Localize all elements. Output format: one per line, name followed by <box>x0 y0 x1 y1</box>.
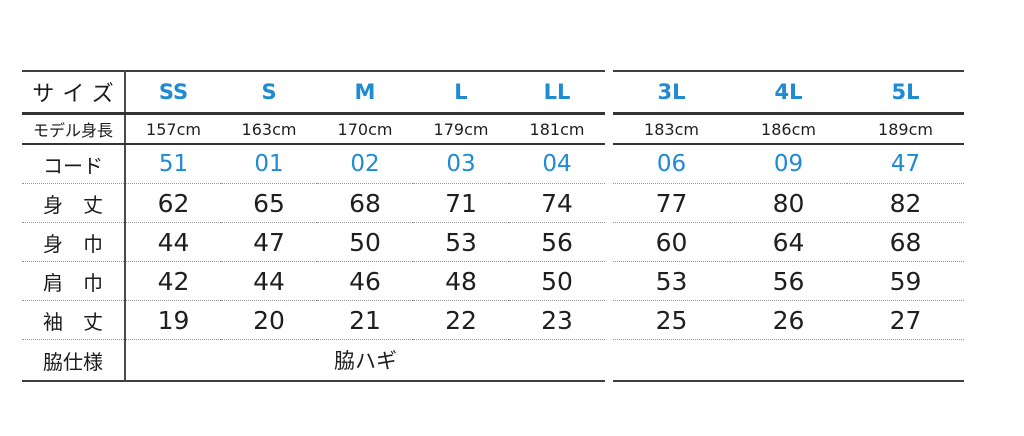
measurement-cell: 62 <box>125 183 221 223</box>
row-shoulder-width: 肩 巾 42 44 46 48 50 <box>22 261 605 301</box>
row-sleeve-length: 袖 丈 19 20 21 22 23 <box>22 300 605 340</box>
row-side-spec: 脇仕様 脇ハギ <box>22 339 605 381</box>
row-sleeve-length: 25 26 27 <box>613 300 964 340</box>
row-label-shoulder-width: 肩 巾 <box>22 261 126 301</box>
code-cell: 47 <box>847 144 964 184</box>
size-header-cell: L <box>413 71 509 115</box>
row-body-width: 身 巾 44 47 50 53 56 <box>22 222 605 262</box>
measurement-cell: 68 <box>317 183 413 223</box>
measurement-cell: 23 <box>509 300 605 340</box>
row-label-code: コード <box>22 144 126 184</box>
measurement-cell: 80 <box>730 183 847 223</box>
measurement-cell: 46 <box>317 261 413 301</box>
row-model-height: モデル身長 157cm 163cm 170cm 179cm 181cm <box>22 113 605 145</box>
size-table-large: 3L 4L 5L 183cm 186cm 189cm 06 09 47 77 8… <box>613 70 964 382</box>
measurement-cell: 65 <box>221 183 317 223</box>
row-size: サイズ SS S M L LL <box>22 71 605 115</box>
measurement-cell: 44 <box>125 222 221 262</box>
row-label-sleeve-length: 袖 丈 <box>22 300 126 340</box>
measurement-cell: 44 <box>221 261 317 301</box>
measurement-cell: 64 <box>730 222 847 262</box>
measurement-cell: 82 <box>847 183 964 223</box>
size-header-cell: SS <box>125 71 221 115</box>
measurement-cell: 59 <box>847 261 964 301</box>
row-label-model-height: モデル身長 <box>22 113 126 145</box>
model-height-cell: 170cm <box>317 113 413 145</box>
measurement-cell: 71 <box>413 183 509 223</box>
measurement-cell: 20 <box>221 300 317 340</box>
measurement-cell: 42 <box>125 261 221 301</box>
row-label-body-length: 身 丈 <box>22 183 126 223</box>
measurement-cell: 68 <box>847 222 964 262</box>
measurement-cell: 53 <box>613 261 730 301</box>
measurement-cell: 27 <box>847 300 964 340</box>
measurement-cell: 47 <box>221 222 317 262</box>
size-header-cell: 3L <box>613 71 730 115</box>
size-chart-tables: サイズ SS S M L LL モデル身長 157cm 163cm 170cm … <box>22 70 964 382</box>
side-spec-empty-cell <box>613 340 964 382</box>
code-cell: 06 <box>613 144 730 184</box>
model-height-cell: 186cm <box>730 113 847 145</box>
size-header-cell: M <box>317 71 413 115</box>
code-cell: 01 <box>221 144 317 184</box>
size-header-cell: 4L <box>730 71 847 115</box>
measurement-cell: 21 <box>317 300 413 340</box>
row-code: コード 51 01 02 03 04 <box>22 144 605 184</box>
measurement-cell: 26 <box>730 300 847 340</box>
measurement-cell: 60 <box>613 222 730 262</box>
row-label-size: サイズ <box>22 71 126 115</box>
row-body-length: 77 80 82 <box>613 183 964 223</box>
code-cell: 04 <box>509 144 605 184</box>
measurement-cell: 50 <box>317 222 413 262</box>
measurement-cell: 74 <box>509 183 605 223</box>
measurement-cell: 50 <box>509 261 605 301</box>
code-cell: 03 <box>413 144 509 184</box>
model-height-cell: 189cm <box>847 113 964 145</box>
row-shoulder-width: 53 56 59 <box>613 261 964 301</box>
model-height-cell: 163cm <box>221 113 317 145</box>
measurement-cell: 56 <box>509 222 605 262</box>
model-height-cell: 179cm <box>413 113 509 145</box>
measurement-cell: 56 <box>730 261 847 301</box>
row-label-body-width: 身 巾 <box>22 222 126 262</box>
size-header-cell: 5L <box>847 71 964 115</box>
side-spec-cell: 脇ハギ <box>334 349 397 373</box>
measurement-cell: 53 <box>413 222 509 262</box>
size-table-standard: サイズ SS S M L LL モデル身長 157cm 163cm 170cm … <box>22 70 605 382</box>
row-body-width: 60 64 68 <box>613 222 964 262</box>
row-body-length: 身 丈 62 65 68 71 74 <box>22 183 605 223</box>
row-code: 06 09 47 <box>613 144 964 184</box>
size-header-cell: LL <box>509 71 605 115</box>
measurement-cell: 77 <box>613 183 730 223</box>
row-side-spec <box>613 340 964 382</box>
model-height-cell: 181cm <box>509 113 605 145</box>
code-cell: 09 <box>730 144 847 184</box>
measurement-cell: 25 <box>613 300 730 340</box>
row-model-height: 183cm 186cm 189cm <box>613 113 964 145</box>
model-height-cell: 183cm <box>613 113 730 145</box>
measurement-cell: 19 <box>125 300 221 340</box>
size-header-cell: S <box>221 71 317 115</box>
row-label-side-spec: 脇仕様 <box>22 339 126 381</box>
code-cell: 02 <box>317 144 413 184</box>
measurement-cell: 22 <box>413 300 509 340</box>
measurement-cell: 48 <box>413 261 509 301</box>
model-height-cell: 157cm <box>125 113 221 145</box>
code-cell: 51 <box>125 144 221 184</box>
row-size: 3L 4L 5L <box>613 71 964 115</box>
